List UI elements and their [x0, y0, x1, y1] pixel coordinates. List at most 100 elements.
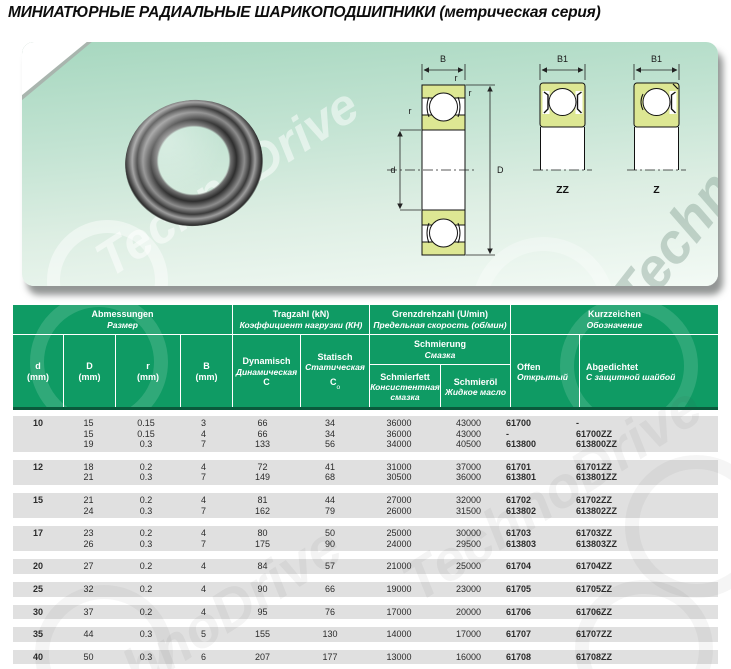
cell-D: 21	[83, 494, 94, 505]
cell-speed-grease: 25000	[386, 528, 412, 539]
cell-C-dyn: 133	[254, 439, 271, 450]
cell-C0-stat: 66	[324, 583, 335, 594]
cell-speed-grease: 27000	[386, 494, 412, 505]
table-row-group: 20 27 0.2 4 84 57 21000 25000 61704 61704ZZ	[13, 559, 718, 574]
cell-B: 4	[200, 528, 206, 539]
open-bearing-drawing: B r r r r	[387, 54, 504, 256]
table-row: 25 32 0.2 4 90 66 19000 23000 61705 61705ZZ	[13, 584, 718, 595]
cell-speed-oil: 43000	[455, 428, 482, 439]
table-row: 24 0.3 7 162 79 26000 31500 613802 613802ZZ	[13, 506, 718, 517]
cell-code-shielded: 61701ZZ	[576, 461, 613, 472]
table-row-group: 17 23 0.2 4 80 50 25000 30000 61703 61703ZZ 26 0.3 7…	[13, 526, 718, 552]
header-kurzzeichen: Kurzzeichen Обозначение	[511, 305, 718, 334]
cell-speed-grease: 30500	[386, 472, 412, 483]
cell-r: 0.3	[139, 505, 153, 516]
cell-C0-stat: 50	[324, 528, 335, 539]
cell-code-open: 61704	[506, 561, 532, 572]
cell-C0-stat: 56	[324, 439, 335, 450]
notch	[672, 83, 679, 90]
dim-label-r: r	[455, 73, 458, 83]
cell-d	[13, 429, 63, 440]
table-row: 15 0.15 4 66 34 36000 43000 - 61700ZZ	[13, 429, 718, 440]
cell-r: 0.3	[139, 651, 153, 662]
cell-C-dyn: 84	[257, 561, 268, 572]
cell-speed-grease: 24000	[386, 538, 412, 549]
cell-code-open: 61702	[506, 494, 532, 505]
cell-d: 35	[32, 629, 43, 640]
cell-code-shielded: 61704ZZ	[576, 561, 613, 572]
cell-speed-grease: 31000	[386, 461, 412, 472]
cell-speed-oil: 37000	[455, 461, 482, 472]
cell-B: 7	[200, 505, 206, 516]
cell-code-shielded: 61708ZZ	[576, 651, 613, 662]
table-row-group: 25 32 0.2 4 90 66 19000 23000 61705 61705ZZ	[13, 581, 718, 597]
cell-r: 0.3	[139, 538, 153, 549]
cell-C0-stat: 177	[322, 651, 338, 662]
header-offen: Offen Открытый	[511, 335, 579, 407]
bearing-photo	[116, 91, 272, 235]
dim-label-D: D	[497, 165, 504, 175]
table-body: 10 15 0.15 3 66 34 36000 43000 61700-15 0.15 4 66 34…	[13, 416, 718, 669]
header-col-r: r (mm)	[116, 335, 180, 407]
cell-d	[13, 439, 63, 450]
cell-code-open: 61700	[506, 418, 532, 428]
cell-code-shielded: 61703ZZ	[576, 528, 613, 539]
cell-C-dyn: 81	[257, 494, 268, 505]
cell-C0-stat: 34	[324, 428, 335, 439]
cell-C-dyn: 175	[254, 538, 271, 549]
cell-speed-oil: 40500	[455, 439, 482, 450]
cell-r: 0.2	[139, 461, 153, 472]
zz-bearing-drawing: B1 ZZ	[533, 54, 592, 196]
table-row-group: 35 44 0.3 5 155 130 14000 17000 61707 61707ZZ	[13, 627, 718, 642]
watermark-logo-ring	[47, 220, 168, 286]
cell-D: 15	[83, 418, 94, 428]
cell-d	[13, 472, 63, 483]
cell-C0-stat: 34	[324, 418, 335, 428]
variant-label-zz: ZZ	[556, 184, 569, 196]
cell-speed-oil: 36000	[455, 472, 482, 483]
cell-C0-stat: 68	[324, 472, 335, 483]
cell-B: 4	[200, 561, 206, 572]
table-row: 17 23 0.2 4 80 50 25000 30000 61703 61703ZZ	[13, 528, 718, 539]
cell-speed-grease: 36000	[386, 428, 412, 439]
cell-C0-stat: 90	[324, 538, 335, 549]
cell-B: 4	[200, 461, 206, 472]
cell-r: 0.2	[139, 494, 153, 505]
cell-code-shielded: 61707ZZ	[576, 629, 613, 640]
cell-code-shielded: 61706ZZ	[576, 606, 613, 617]
z-bearing-drawing: B1 Z	[627, 54, 686, 196]
cell-B: 4	[200, 606, 206, 617]
cell-C0-stat: 44	[324, 494, 335, 505]
table-row: 40 50 0.3 6 207 177 13000 16000 61708 61708ZZ	[13, 652, 718, 663]
cell-speed-grease: 17000	[386, 606, 412, 617]
cell-code-shielded: 613800ZZ	[576, 439, 618, 450]
shield-right	[670, 91, 676, 114]
cell-r: 0.3	[139, 439, 153, 450]
cell-d: 17	[32, 528, 43, 539]
header-abmessungen: Abmessungen Размер	[13, 305, 232, 334]
cell-speed-grease: 13000	[386, 651, 412, 662]
cell-code-shielded: 61700ZZ	[576, 428, 613, 439]
cell-code-shielded: 613803ZZ	[576, 538, 618, 549]
table-row-group: 30 37 0.2 4 95 76 17000 20000 61706 61706ZZ	[13, 604, 718, 620]
cell-d: 30	[32, 606, 43, 617]
cell-B: 5	[200, 629, 206, 640]
dim-label-B: B	[440, 54, 446, 64]
header-col-D: D (mm)	[64, 335, 115, 407]
illustration-panel: TechnoDrive TechnoDrive B r r r r	[22, 42, 718, 286]
cell-d	[13, 506, 63, 517]
table-row-group: 40 50 0.3 6 207 177 13000 16000 61708 61708ZZ	[13, 649, 718, 665]
table-header: Abmessungen Размер Tragzahl (kN) Коэффиц…	[13, 305, 718, 410]
cell-speed-oil: 25000	[455, 561, 482, 572]
table-row: 19 0.3 7 133 56 34000 40500 613800 613800ZZ	[13, 439, 718, 450]
cell-C-dyn: 207	[254, 651, 271, 662]
header-dynamisch: Dynamisch Динамическая C	[233, 335, 300, 407]
cell-B: 4	[200, 428, 206, 439]
header-schmieroel: Schmieröl Жидкое масло	[441, 365, 510, 407]
cell-d: 40	[32, 651, 43, 662]
cell-C-dyn: 80	[257, 528, 268, 539]
cell-speed-grease: 26000	[386, 505, 412, 516]
cell-D: 50	[83, 651, 94, 662]
cell-C0-stat: 41	[324, 461, 335, 472]
